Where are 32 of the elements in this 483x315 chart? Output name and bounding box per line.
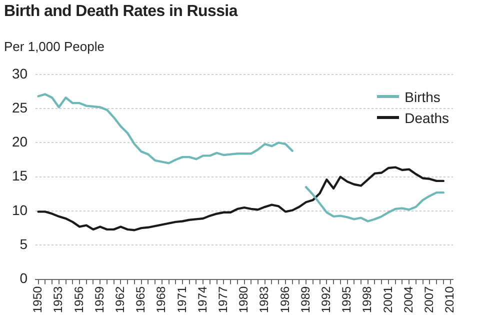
y-axis-title: Per 1,000 People [4, 39, 104, 54]
legend-label: Deaths [404, 110, 449, 126]
x-tick-label: 2004 [401, 286, 416, 314]
x-tick-label: 1989 [298, 286, 312, 314]
x-tick-label: 2001 [380, 286, 395, 314]
x-tick-label: 1986 [278, 286, 292, 314]
x-tick-label: 1998 [360, 286, 374, 314]
x-tick-label: 1992 [318, 286, 333, 314]
x-tick-label: 1968 [154, 286, 168, 314]
x-tick-label: 1995 [340, 286, 354, 314]
y-tick-label: 0 [20, 270, 28, 286]
y-tick-label: 10 [12, 202, 28, 218]
chart-title: Birth and Death Rates in Russia [4, 3, 238, 21]
x-tick-label: 1971 [174, 286, 189, 314]
y-tick-label: 20 [12, 134, 28, 150]
x-tick-label: 1965 [134, 286, 148, 314]
y-tick-label: 30 [12, 65, 28, 82]
x-tick-label: 1983 [257, 286, 272, 314]
x-tick-label: 1977 [216, 286, 230, 314]
x-tick-label: 1950 [30, 286, 45, 314]
x-tick-label: 2007 [422, 286, 436, 314]
y-tick-label: 5 [20, 236, 28, 252]
x-tick-label: 1956 [72, 286, 86, 314]
x-tick-label: 1953 [51, 286, 66, 314]
x-tick-label: 1974 [195, 286, 210, 314]
legend-label: Births [404, 88, 440, 104]
x-tick-label: 1959 [92, 286, 106, 314]
y-tick-label: 15 [12, 168, 28, 184]
x-tick-label: 2010 [442, 286, 457, 314]
x-tick-label: 1980 [236, 286, 251, 314]
x-tick-label: 1962 [113, 286, 128, 314]
y-tick-label: 25 [12, 99, 28, 116]
